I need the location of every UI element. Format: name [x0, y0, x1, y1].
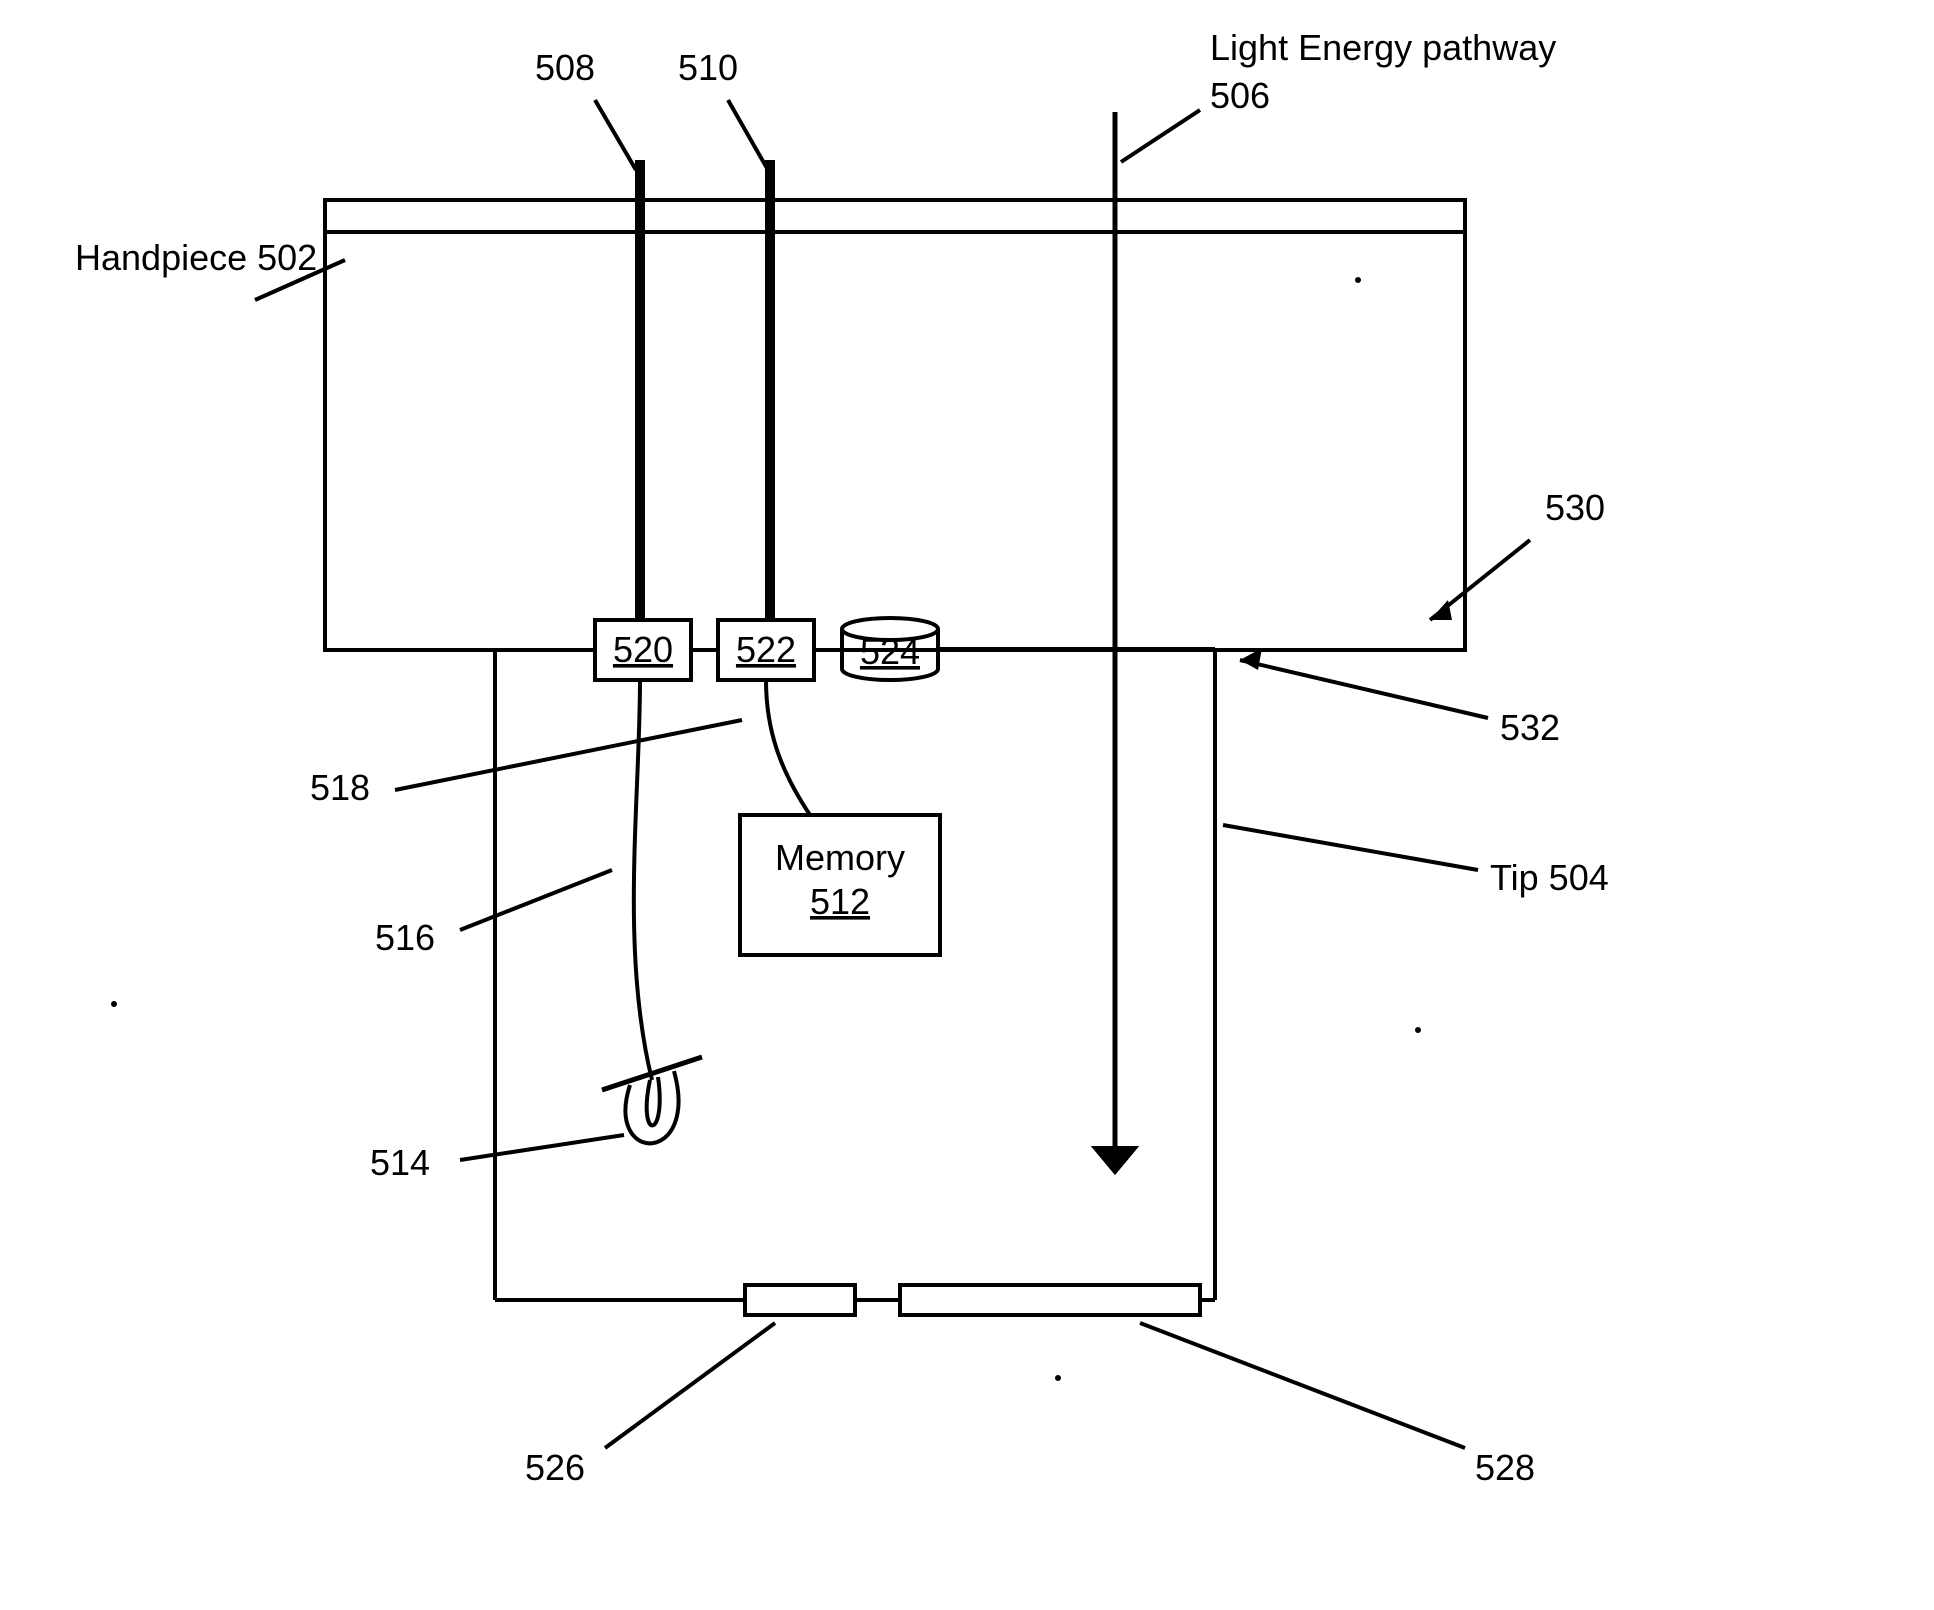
- n532-label: 532: [1500, 707, 1560, 748]
- n518-label: 518: [310, 767, 370, 808]
- n516-label: 516: [375, 917, 435, 958]
- n510-label: 510: [678, 47, 738, 88]
- light-label: Light Energy pathway: [1210, 27, 1556, 68]
- n506-label: 506: [1210, 75, 1270, 116]
- tip-label: Tip 504: [1490, 857, 1609, 898]
- n508-label: 508: [535, 47, 595, 88]
- n522-label: 522: [736, 629, 796, 670]
- handpiece-label: Handpiece 502: [75, 237, 317, 278]
- n514-label: 514: [370, 1142, 430, 1183]
- n526-label: 526: [525, 1447, 585, 1488]
- n520-label: 520: [613, 629, 673, 670]
- n524-label: 524: [860, 631, 920, 672]
- n528-label: 528: [1475, 1447, 1535, 1488]
- n530-label: 530: [1545, 487, 1605, 528]
